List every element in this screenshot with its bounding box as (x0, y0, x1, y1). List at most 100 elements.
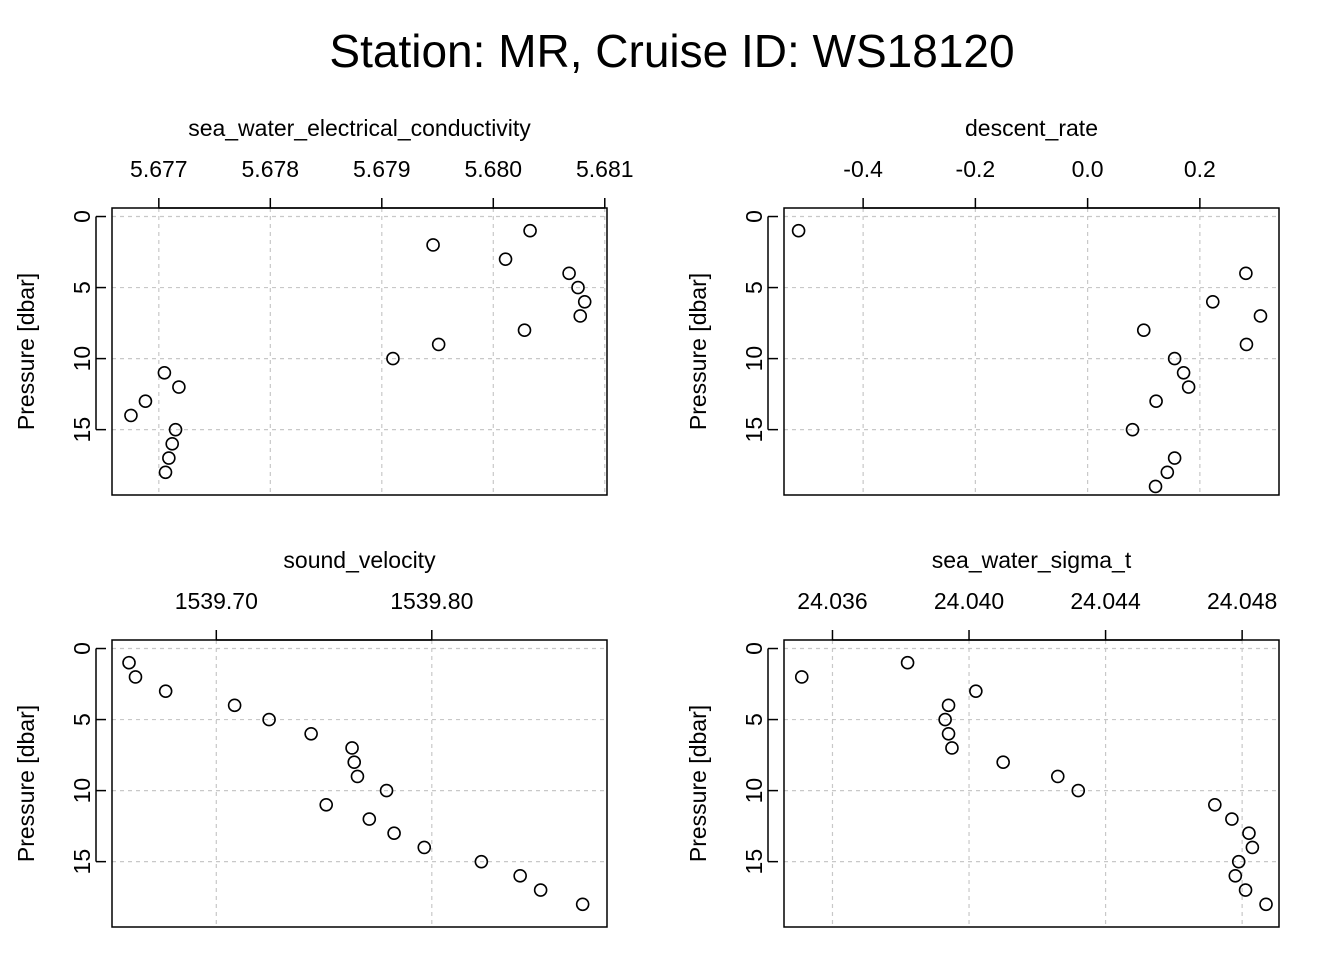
data-point (124, 408, 138, 423)
data-point (138, 394, 153, 409)
data-point (426, 238, 440, 252)
data-point (1225, 812, 1239, 826)
data-point (523, 223, 537, 238)
y-tick-label: 10 (741, 778, 767, 804)
x-tick-label: 5.680 (465, 156, 523, 182)
panel-title: sound_velocity (283, 547, 436, 573)
data-point (172, 380, 186, 394)
x-tick-label: 0.2 (1184, 156, 1216, 182)
data-point (562, 266, 576, 281)
y-tick-label: 5 (69, 713, 95, 726)
data-point (945, 741, 959, 755)
data-point (1176, 366, 1191, 380)
plot-frame (783, 639, 1280, 928)
y-axis-label: Pressure [dbar] (685, 273, 711, 430)
data-point (517, 323, 532, 337)
x-tick-label: 24.036 (797, 588, 867, 614)
data-point (575, 897, 590, 912)
y-tick-label: 0 (741, 210, 767, 223)
sound-velocity-panel: 1539.70 1539.80 0 5 10 15 sound_velocity Pressu… (13, 547, 608, 928)
y-axis-label: Pressure [dbar] (685, 705, 711, 862)
y-tick-label: 5 (69, 281, 95, 294)
data-point (362, 812, 377, 826)
data-point (1228, 869, 1243, 883)
data-point (1231, 854, 1246, 869)
y-tick-label: 0 (69, 642, 95, 655)
data-point (1050, 769, 1065, 784)
data-point (1239, 337, 1254, 352)
y-tick-label: 15 (69, 417, 95, 443)
data-point (304, 726, 318, 741)
data-point (350, 769, 365, 784)
data-point (165, 437, 180, 451)
x-tick-label: 5.677 (130, 156, 188, 182)
data-point (969, 684, 983, 698)
data-point (791, 223, 806, 238)
data-point (128, 670, 143, 684)
y-tick-label: 10 (69, 778, 95, 804)
data-point (379, 783, 394, 798)
y-axis-label: Pressure [dbar] (13, 273, 39, 430)
data-point (900, 655, 915, 670)
data-point (996, 755, 1010, 769)
plot-frame (783, 207, 1280, 496)
data-point (319, 798, 334, 812)
page-title: Station: MR, Cruise ID: WS18120 (329, 25, 1015, 77)
data-point (157, 366, 172, 380)
data-point (1259, 897, 1273, 912)
data-point (162, 451, 176, 465)
data-point (262, 712, 276, 727)
data-point (1253, 309, 1268, 323)
data-point (227, 698, 242, 713)
data-point (417, 840, 432, 855)
x-tick-label: 5.681 (576, 156, 634, 182)
data-point (1167, 351, 1182, 366)
data-point (1205, 294, 1220, 309)
data-point (474, 854, 489, 869)
data-point (498, 252, 513, 266)
panel-title: sea_water_electrical_conductivity (188, 115, 531, 141)
data-point (158, 465, 173, 480)
y-tick-label: 0 (741, 642, 767, 655)
conductivity-panel: 5.677 5.678 5.679 5.680 5.681 0 5 10 15 sea_water… (13, 115, 634, 496)
data-point (158, 684, 173, 698)
y-tick-label: 0 (69, 210, 95, 223)
panel-title: sea_water_sigma_t (932, 547, 1132, 573)
data-point (1167, 451, 1182, 465)
x-tick-label: 24.044 (1070, 588, 1141, 614)
y-axis-label: Pressure [dbar] (13, 705, 39, 862)
plot-frame (111, 207, 608, 496)
data-point (941, 698, 956, 713)
data-point (938, 712, 952, 727)
data-point (573, 309, 588, 323)
y-tick-label: 15 (741, 417, 767, 443)
data-point (1148, 479, 1163, 494)
x-tick-label: -0.2 (956, 156, 996, 182)
data-point (387, 826, 401, 841)
data-point (577, 294, 592, 309)
data-point (513, 869, 527, 883)
sigma-t-panel: 24.036 24.040 24.044 24.048 0 5 10 15 sea_water_… (685, 547, 1280, 928)
x-tick-label: 5.678 (242, 156, 300, 182)
descent-rate-panel: -0.4 -0.2 0.0 0.2 0 5 10 15 descent_rate Pressure… (685, 115, 1280, 496)
data-point (386, 351, 400, 366)
data-point (345, 741, 359, 755)
data-point (1181, 380, 1196, 394)
y-tick-label: 10 (741, 346, 767, 372)
x-tick-label: 0.0 (1072, 156, 1104, 182)
y-tick-label: 5 (741, 281, 767, 294)
y-tick-label: 15 (741, 849, 767, 875)
data-point (533, 883, 548, 897)
x-tick-label: -0.4 (843, 156, 883, 182)
data-point (1160, 465, 1175, 480)
x-tick-label: 1539.70 (175, 588, 258, 614)
data-point (168, 422, 183, 437)
data-point (347, 755, 362, 769)
data-point (1239, 266, 1253, 281)
data-point (122, 655, 136, 670)
data-point (794, 670, 809, 684)
x-tick-label: 1539.80 (390, 588, 473, 614)
data-point (1245, 840, 1260, 855)
y-tick-label: 15 (69, 849, 95, 875)
x-tick-label: 24.048 (1207, 588, 1277, 614)
